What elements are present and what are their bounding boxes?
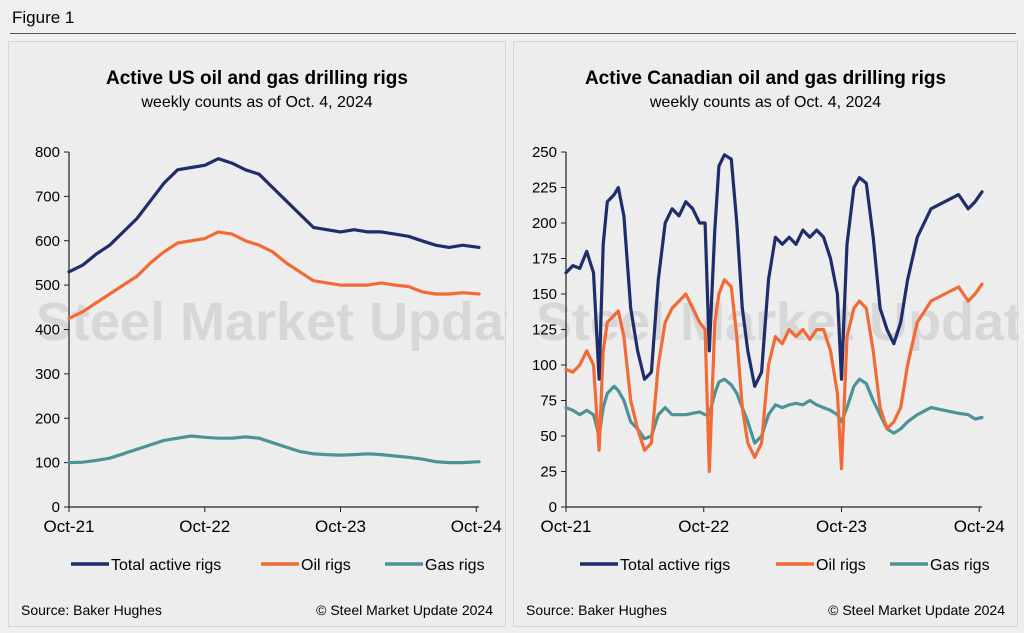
canada-rigs-chart: Steel Market Update 0 25 50 75 100 125 150 175 20…	[532, 144, 1019, 574]
canada-rigs-chart-panel: Steel Market Update 0 25 50 75 100 125 150 175 20…	[513, 41, 1019, 627]
ca-series-total-line	[564, 153, 984, 388]
us-y-tick-label: 300	[35, 366, 60, 383]
ca-x-tick-label: Oct-22	[678, 517, 729, 536]
canada-chart-source: Source: Baker Hughes	[526, 602, 667, 618]
us-y-tick-label: 400	[35, 322, 60, 339]
ca-y-tick-label: 50	[540, 428, 557, 445]
ca-y-tick-label: 0	[549, 499, 557, 516]
canada-chart-subtitle: weekly counts as of Oct. 4, 2024	[649, 94, 882, 111]
us-y-tick-label: 600	[35, 233, 60, 250]
us-legend-label-total: Total active rigs	[111, 557, 221, 574]
ca-legend-label-gas: Gas rigs	[930, 557, 990, 574]
us-series-total-line	[67, 157, 481, 274]
ca-y-tick-label: 100	[532, 357, 557, 374]
ca-y-tick-label: 250	[532, 144, 557, 161]
us-x-tick-label: Oct-21	[43, 517, 94, 536]
ca-watermark: Steel Market Update	[536, 292, 1019, 352]
ca-x-tick-label: Oct-23	[816, 517, 867, 536]
ca-y-tick-label: 225	[532, 180, 557, 197]
ca-x-tick-label: Oct-24	[954, 517, 1005, 536]
ca-series-oil-line	[564, 278, 984, 474]
ca-y-tick-label: 150	[532, 286, 557, 303]
ca-y-tick-label: 125	[532, 322, 557, 339]
us-x-tick-label: Oct-22	[179, 517, 230, 536]
canada-chart-copyright: © Steel Market Update 2024	[828, 602, 1005, 618]
us-chart-subtitle: weekly counts as of Oct. 4, 2024	[141, 94, 373, 111]
ca-legend-label-oil: Oil rigs	[816, 557, 866, 574]
canada-chart-title: Active Canadian oil and gas drilling rig…	[584, 68, 947, 89]
ca-y-tick-label: 25	[540, 464, 557, 481]
ca-y-tick-label: 175	[532, 251, 557, 268]
us-y-tick-label: 800	[35, 144, 60, 161]
us-rigs-chart-panel: Steel Market Update 0 100 200 300 400 500 600 70…	[8, 41, 507, 627]
figure-rule	[10, 33, 1016, 34]
us-x-tick-label: Oct-23	[315, 517, 366, 536]
us-watermark: Steel Market Update	[36, 292, 507, 352]
us-y-tick-label: 500	[35, 277, 60, 294]
us-chart-source: Source: Baker Hughes	[21, 602, 162, 618]
us-y-tick-label: 100	[35, 455, 60, 472]
ca-y-tick-label: 200	[532, 215, 557, 232]
us-y-tick-label: 200	[35, 410, 60, 427]
us-rigs-chart: Steel Market Update 0 100 200 300 400 500 600 70…	[35, 144, 507, 574]
ca-legend-label-total: Total active rigs	[620, 557, 730, 574]
us-series-gas-line	[67, 434, 481, 465]
us-chart-copyright: © Steel Market Update 2024	[316, 602, 493, 618]
us-x-tick-label: Oct-24	[451, 517, 502, 536]
figure-label: Figure 1	[12, 8, 75, 27]
us-legend-label-gas: Gas rigs	[425, 557, 485, 574]
ca-x-tick-label: Oct-21	[540, 517, 591, 536]
us-y-tick-label: 0	[52, 499, 60, 516]
us-series-oil-line	[67, 230, 481, 320]
us-legend-label-oil: Oil rigs	[301, 557, 351, 574]
ca-y-tick-label: 75	[540, 393, 557, 410]
us-chart-title: Active US oil and gas drilling rigs	[106, 68, 408, 89]
us-y-tick-label: 700	[35, 188, 60, 205]
